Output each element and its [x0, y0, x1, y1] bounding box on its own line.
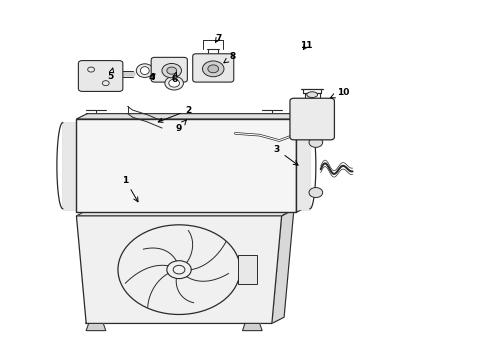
Text: 3: 3 — [273, 145, 298, 165]
FancyBboxPatch shape — [78, 60, 123, 91]
Circle shape — [309, 188, 323, 198]
Bar — [238, 255, 257, 284]
Bar — [76, 119, 296, 212]
Text: 9: 9 — [176, 120, 187, 132]
Polygon shape — [296, 114, 307, 212]
Text: 11: 11 — [300, 41, 312, 50]
Ellipse shape — [141, 67, 149, 75]
Polygon shape — [272, 210, 294, 323]
Polygon shape — [243, 323, 262, 330]
FancyBboxPatch shape — [290, 98, 334, 140]
Ellipse shape — [307, 92, 318, 98]
Polygon shape — [76, 119, 296, 212]
FancyBboxPatch shape — [193, 54, 234, 82]
Text: 8: 8 — [224, 52, 236, 63]
Polygon shape — [296, 123, 310, 209]
Ellipse shape — [136, 64, 153, 77]
Text: 1: 1 — [122, 176, 138, 202]
Circle shape — [309, 137, 323, 147]
Polygon shape — [76, 216, 282, 323]
Text: 4: 4 — [149, 73, 155, 82]
FancyBboxPatch shape — [151, 57, 187, 82]
Text: 7: 7 — [215, 34, 221, 43]
Circle shape — [208, 65, 219, 73]
Text: 10: 10 — [331, 87, 349, 98]
Ellipse shape — [169, 79, 179, 87]
Circle shape — [162, 63, 181, 78]
Polygon shape — [76, 210, 294, 216]
Text: 2: 2 — [158, 105, 192, 122]
Circle shape — [202, 61, 224, 77]
Ellipse shape — [165, 76, 183, 90]
Circle shape — [167, 67, 176, 74]
Text: 5: 5 — [107, 68, 114, 81]
Polygon shape — [76, 114, 307, 119]
Polygon shape — [86, 323, 106, 330]
Polygon shape — [63, 123, 76, 209]
Text: 6: 6 — [171, 72, 177, 84]
